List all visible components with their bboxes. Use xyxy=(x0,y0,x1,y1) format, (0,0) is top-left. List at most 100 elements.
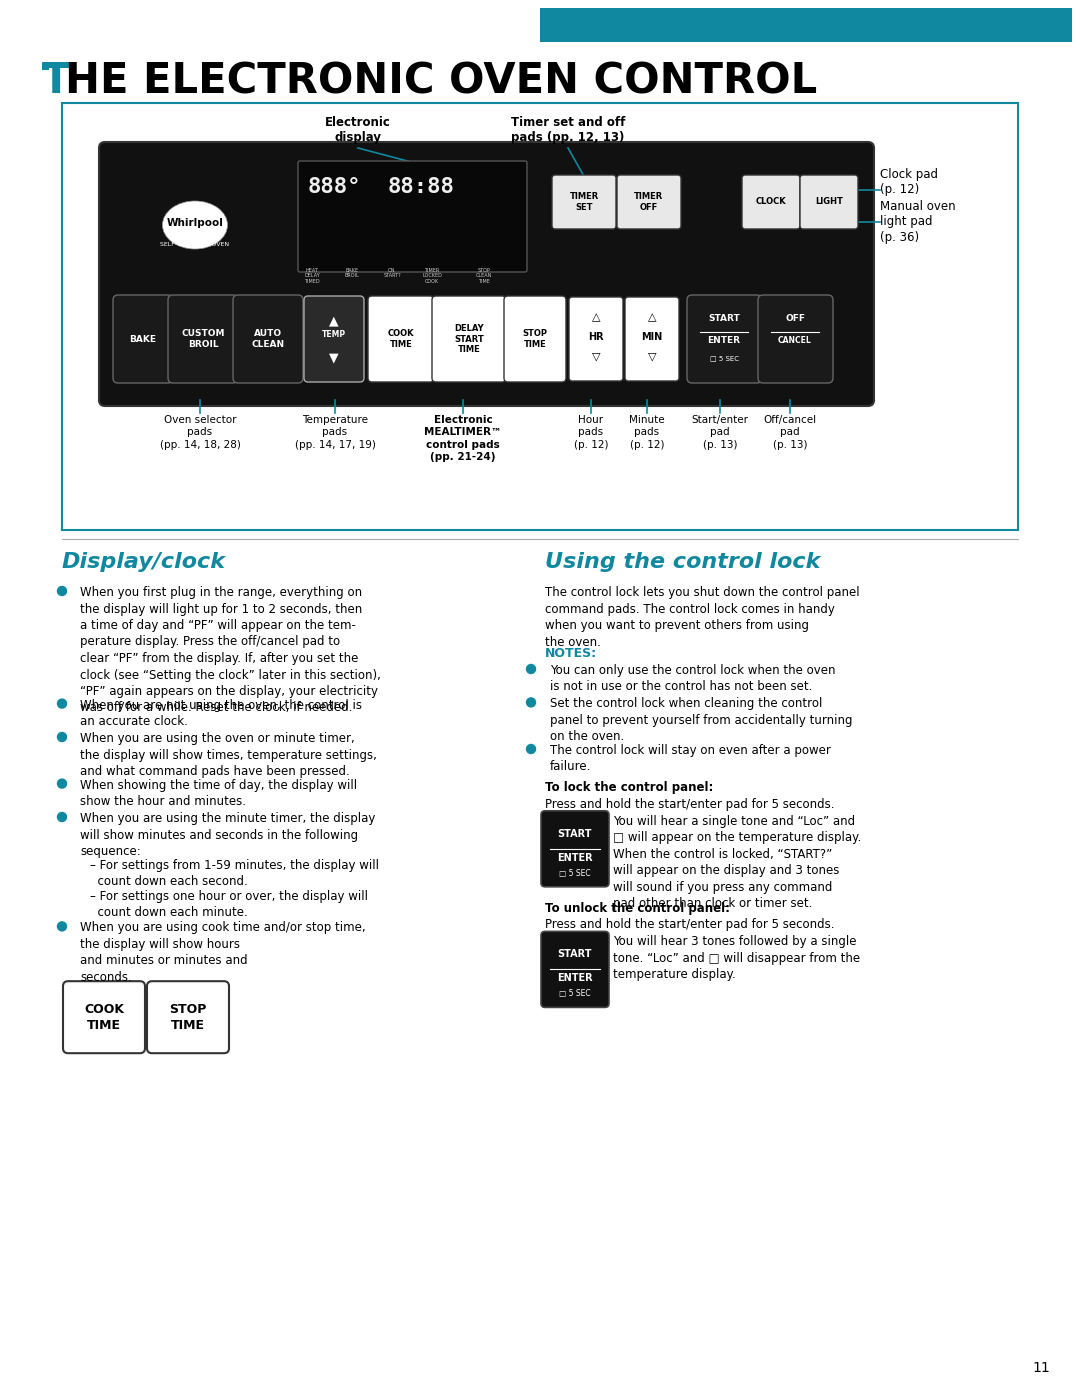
Text: Electronic
MEALTIMER™
control pads
(pp. 21-24): Electronic MEALTIMER™ control pads (pp. … xyxy=(424,415,502,462)
Text: When showing the time of day, the display will
show the hour and minutes.: When showing the time of day, the displa… xyxy=(80,778,357,807)
Text: CLOCK: CLOCK xyxy=(756,197,786,207)
Text: You can only use the control lock when the oven
is not in use or the control has: You can only use the control lock when t… xyxy=(550,664,836,693)
Circle shape xyxy=(57,922,67,930)
Text: TIMER
OFF: TIMER OFF xyxy=(634,193,663,212)
FancyBboxPatch shape xyxy=(168,295,238,383)
Text: When you are using the minute timer, the display
will show minutes and seconds i: When you are using the minute timer, the… xyxy=(80,812,376,858)
Text: Minute
pads
(p. 12): Minute pads (p. 12) xyxy=(630,415,665,450)
Circle shape xyxy=(57,587,67,595)
Text: Temperature
pads
(pp. 14, 17, 19): Temperature pads (pp. 14, 17, 19) xyxy=(295,415,376,450)
Text: ▽: ▽ xyxy=(648,351,657,360)
Text: NOTES:: NOTES: xyxy=(545,647,597,659)
Text: HEAT
DELAY
TIMED: HEAT DELAY TIMED xyxy=(305,268,320,284)
Text: Electronic
display: Electronic display xyxy=(325,116,391,144)
Text: T: T xyxy=(42,60,70,102)
FancyBboxPatch shape xyxy=(687,295,762,383)
Text: ▲: ▲ xyxy=(329,314,339,327)
Text: CUSTOM
BROIL: CUSTOM BROIL xyxy=(181,330,225,349)
Circle shape xyxy=(57,732,67,742)
FancyBboxPatch shape xyxy=(758,295,833,383)
Text: The control lock lets you shut down the control panel
command pads. The control : The control lock lets you shut down the … xyxy=(545,585,860,648)
Text: □ 5 SEC: □ 5 SEC xyxy=(559,989,591,999)
Text: 11: 11 xyxy=(1032,1361,1050,1375)
Text: ENTER: ENTER xyxy=(557,852,593,863)
Text: CANCEL: CANCEL xyxy=(778,337,812,345)
Text: BAKE
BROIL: BAKE BROIL xyxy=(345,268,360,278)
Text: □ 5 SEC: □ 5 SEC xyxy=(710,355,739,360)
FancyBboxPatch shape xyxy=(742,175,800,229)
FancyBboxPatch shape xyxy=(625,298,679,381)
Text: – For settings from 1-59 minutes, the display will
  count down each second.: – For settings from 1-59 minutes, the di… xyxy=(90,859,379,888)
Text: Set the control lock when cleaning the control
panel to prevent yourself from ac: Set the control lock when cleaning the c… xyxy=(550,697,852,743)
Text: 88:88: 88:88 xyxy=(388,177,455,197)
FancyBboxPatch shape xyxy=(233,295,303,383)
Text: To lock the control panel:: To lock the control panel: xyxy=(545,781,714,795)
Ellipse shape xyxy=(162,201,228,249)
Text: Press and hold the start/enter pad for 5 seconds.: Press and hold the start/enter pad for 5… xyxy=(545,918,835,932)
Text: START: START xyxy=(557,950,592,960)
Text: ON
START?: ON START? xyxy=(383,268,401,278)
Text: Timer set and off
pads (pp. 12, 13): Timer set and off pads (pp. 12, 13) xyxy=(511,116,625,144)
Text: When you are not using the oven, the control is
an accurate clock.: When you are not using the oven, the con… xyxy=(80,698,362,728)
Text: HR: HR xyxy=(589,332,604,342)
FancyBboxPatch shape xyxy=(368,296,434,381)
Text: HE ELECTRONIC OVEN CONTROL: HE ELECTRONIC OVEN CONTROL xyxy=(65,60,818,102)
Circle shape xyxy=(527,745,536,753)
FancyBboxPatch shape xyxy=(552,175,616,229)
FancyBboxPatch shape xyxy=(303,296,364,381)
Text: COOK
TIME: COOK TIME xyxy=(388,330,415,349)
Text: USING YOUR RANGE: USING YOUR RANGE xyxy=(937,20,1062,29)
FancyBboxPatch shape xyxy=(147,981,229,1053)
FancyBboxPatch shape xyxy=(298,161,527,272)
Circle shape xyxy=(57,813,67,821)
Text: Off/cancel
pad
(p. 13): Off/cancel pad (p. 13) xyxy=(764,415,816,450)
Text: TEMP: TEMP xyxy=(322,330,346,339)
Text: AUTO
CLEAN: AUTO CLEAN xyxy=(252,330,284,349)
Circle shape xyxy=(527,665,536,673)
Text: START: START xyxy=(708,314,740,323)
Text: ▼: ▼ xyxy=(329,351,339,365)
Text: START: START xyxy=(557,828,592,838)
Text: △: △ xyxy=(648,312,657,321)
FancyBboxPatch shape xyxy=(541,810,609,887)
Text: 888°: 888° xyxy=(308,177,362,197)
FancyBboxPatch shape xyxy=(99,142,874,407)
Text: Manual oven
light pad
(p. 36): Manual oven light pad (p. 36) xyxy=(880,201,956,243)
Text: When you are using the oven or minute timer,
the display will show times, temper: When you are using the oven or minute ti… xyxy=(80,732,377,778)
Text: Start/enter
pad
(p. 13): Start/enter pad (p. 13) xyxy=(691,415,748,450)
Text: Hour
pads
(p. 12): Hour pads (p. 12) xyxy=(573,415,608,450)
Bar xyxy=(42,63,49,70)
FancyBboxPatch shape xyxy=(113,295,173,383)
Text: COOK
TIME: COOK TIME xyxy=(84,1003,124,1032)
Text: – For settings one hour or over, the display will
  count down each minute.: – For settings one hour or over, the dis… xyxy=(90,890,368,919)
Text: STOP
TIME: STOP TIME xyxy=(523,330,548,349)
Text: ENTER: ENTER xyxy=(707,337,741,345)
FancyBboxPatch shape xyxy=(504,296,566,381)
Text: TIMER
LOCKED
COOK: TIMER LOCKED COOK xyxy=(422,268,442,284)
Text: ENTER: ENTER xyxy=(557,974,593,983)
Text: To unlock the control panel:: To unlock the control panel: xyxy=(545,902,730,915)
Text: Whirlpool: Whirlpool xyxy=(166,218,224,228)
FancyBboxPatch shape xyxy=(617,175,681,229)
Text: STOP
TIME: STOP TIME xyxy=(170,1003,206,1032)
Text: The control lock will stay on even after a power
failure.: The control lock will stay on even after… xyxy=(550,745,831,774)
FancyBboxPatch shape xyxy=(63,981,145,1053)
Text: You will hear a single tone and “Loc” and
□ will appear on the temperature displ: You will hear a single tone and “Loc” an… xyxy=(613,814,861,911)
Text: When you are using cook time and/or stop time,
the display will show hours
and m: When you are using cook time and/or stop… xyxy=(80,922,366,983)
FancyBboxPatch shape xyxy=(541,932,609,1007)
FancyBboxPatch shape xyxy=(800,175,858,229)
Text: SELF-CLEANING OVEN: SELF-CLEANING OVEN xyxy=(161,243,230,247)
Text: Using the control lock: Using the control lock xyxy=(545,552,821,571)
FancyBboxPatch shape xyxy=(432,296,507,381)
Text: DELAY
START
TIME: DELAY START TIME xyxy=(454,324,484,353)
Text: Oven selector
pads
(pp. 14, 18, 28): Oven selector pads (pp. 14, 18, 28) xyxy=(160,415,241,450)
Text: △: △ xyxy=(592,312,600,321)
Circle shape xyxy=(57,698,67,708)
Text: You will hear 3 tones followed by a single
tone. “Loc” and □ will disappear from: You will hear 3 tones followed by a sing… xyxy=(613,936,860,982)
Text: Clock pad
(p. 12): Clock pad (p. 12) xyxy=(880,168,939,196)
Text: MIN: MIN xyxy=(642,332,663,342)
Bar xyxy=(540,8,1072,42)
Bar xyxy=(62,103,1018,529)
Text: ▽: ▽ xyxy=(592,351,600,360)
Text: When you first plug in the range, everything on
the display will light up for 1 : When you first plug in the range, everyt… xyxy=(80,585,381,714)
